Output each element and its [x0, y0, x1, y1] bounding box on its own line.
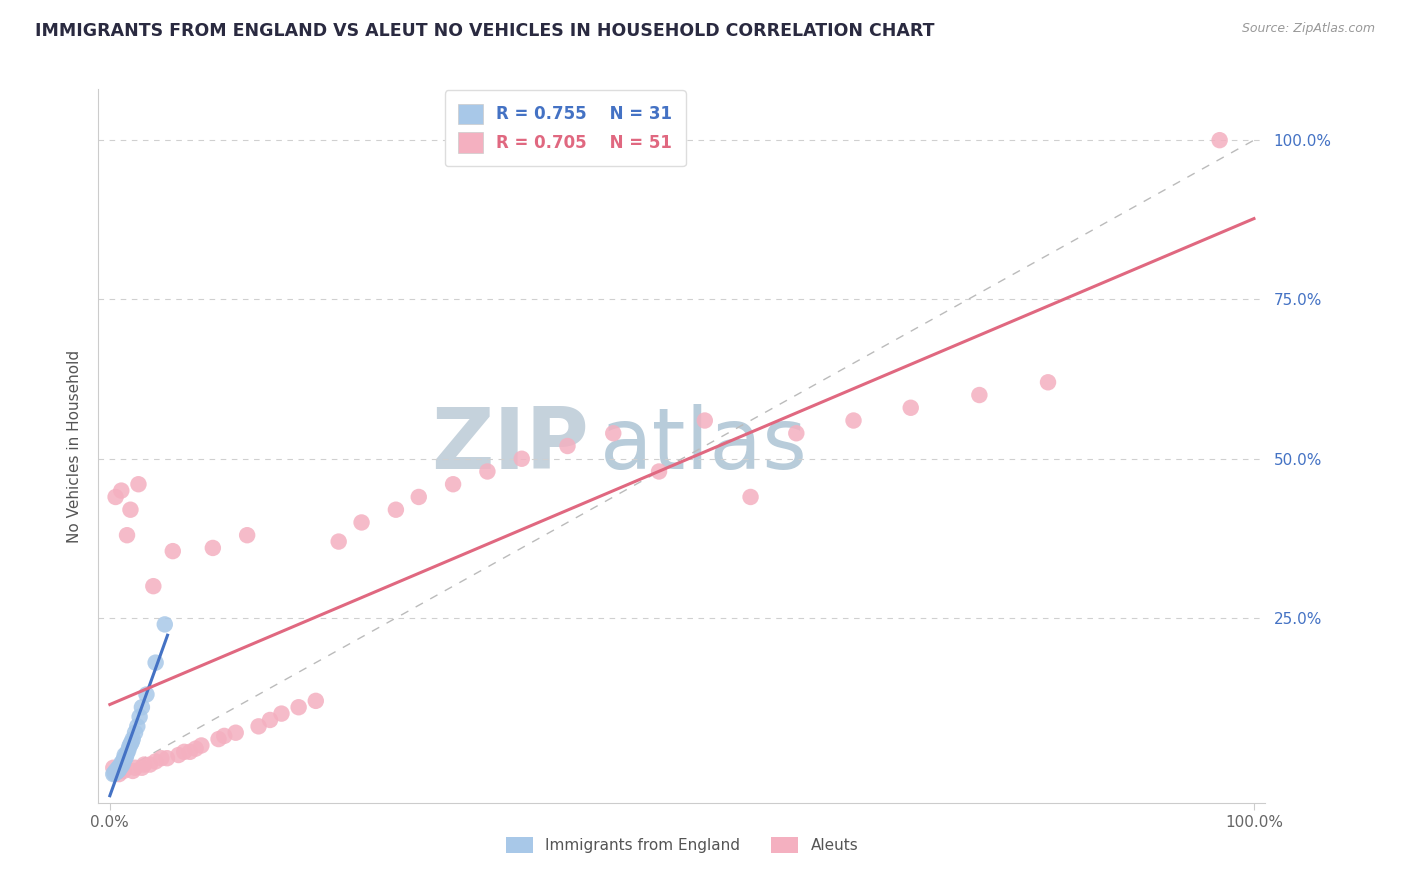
Point	[107, 764, 129, 778]
Point	[117, 743, 139, 757]
Point	[104, 764, 127, 778]
Point	[145, 656, 167, 670]
Point	[179, 745, 201, 759]
Point	[103, 767, 125, 781]
Point	[110, 759, 132, 773]
Point	[385, 502, 408, 516]
Point	[350, 516, 373, 530]
Point	[173, 745, 195, 759]
Text: Source: ZipAtlas.com: Source: ZipAtlas.com	[1241, 22, 1375, 36]
Point	[112, 752, 135, 766]
Point	[270, 706, 292, 721]
Point	[115, 750, 138, 764]
Point	[115, 528, 138, 542]
Point	[103, 761, 125, 775]
Point	[441, 477, 464, 491]
Point	[969, 388, 991, 402]
Point	[111, 757, 134, 772]
Point	[247, 719, 270, 733]
Legend: Immigrants from England, Aleuts: Immigrants from England, Aleuts	[499, 831, 865, 859]
Point	[115, 746, 138, 760]
Text: ZIP: ZIP	[430, 404, 589, 488]
Point	[120, 502, 142, 516]
Point	[510, 451, 533, 466]
Point	[648, 465, 671, 479]
Point	[108, 767, 131, 781]
Point	[103, 766, 125, 780]
Point	[120, 737, 142, 751]
Point	[142, 579, 165, 593]
Point	[131, 700, 153, 714]
Point	[842, 413, 865, 427]
Point	[477, 465, 499, 479]
Point	[112, 764, 135, 778]
Point	[118, 739, 141, 754]
Point	[408, 490, 430, 504]
Point	[150, 751, 173, 765]
Point	[131, 761, 153, 775]
Point	[153, 617, 176, 632]
Point	[134, 757, 156, 772]
Point	[128, 710, 150, 724]
Point	[112, 755, 135, 769]
Point	[167, 747, 190, 762]
Point	[108, 760, 131, 774]
Point	[124, 725, 146, 739]
Point	[602, 426, 624, 441]
Point	[105, 764, 128, 779]
Point	[121, 735, 143, 749]
Point	[1208, 133, 1230, 147]
Point	[110, 756, 132, 771]
Point	[135, 688, 157, 702]
Point	[114, 747, 136, 762]
Point	[693, 413, 716, 427]
Point	[214, 729, 236, 743]
Point	[104, 765, 127, 780]
Point	[225, 725, 247, 739]
Point	[108, 763, 131, 777]
Point	[190, 739, 212, 753]
Point	[740, 490, 762, 504]
Point	[121, 764, 143, 778]
Point	[785, 426, 807, 441]
Point	[145, 755, 167, 769]
Point	[900, 401, 922, 415]
Point	[1036, 376, 1059, 390]
Point	[127, 477, 149, 491]
Point	[328, 534, 350, 549]
Point	[114, 751, 136, 765]
Point	[557, 439, 579, 453]
Y-axis label: No Vehicles in Household: No Vehicles in Household	[66, 350, 82, 542]
Point	[127, 719, 149, 733]
Point	[305, 694, 328, 708]
Point	[207, 732, 229, 747]
Point	[184, 741, 207, 756]
Point	[110, 483, 132, 498]
Point	[139, 757, 162, 772]
Point	[259, 713, 281, 727]
Point	[124, 761, 146, 775]
Point	[236, 528, 259, 542]
Point	[121, 732, 143, 747]
Point	[287, 700, 309, 714]
Point	[156, 751, 179, 765]
Point	[108, 761, 131, 775]
Point	[162, 544, 184, 558]
Point	[104, 490, 127, 504]
Point	[107, 761, 129, 775]
Point	[201, 541, 224, 555]
Text: IMMIGRANTS FROM ENGLAND VS ALEUT NO VEHICLES IN HOUSEHOLD CORRELATION CHART: IMMIGRANTS FROM ENGLAND VS ALEUT NO VEHI…	[35, 22, 935, 40]
Text: atlas: atlas	[600, 404, 808, 488]
